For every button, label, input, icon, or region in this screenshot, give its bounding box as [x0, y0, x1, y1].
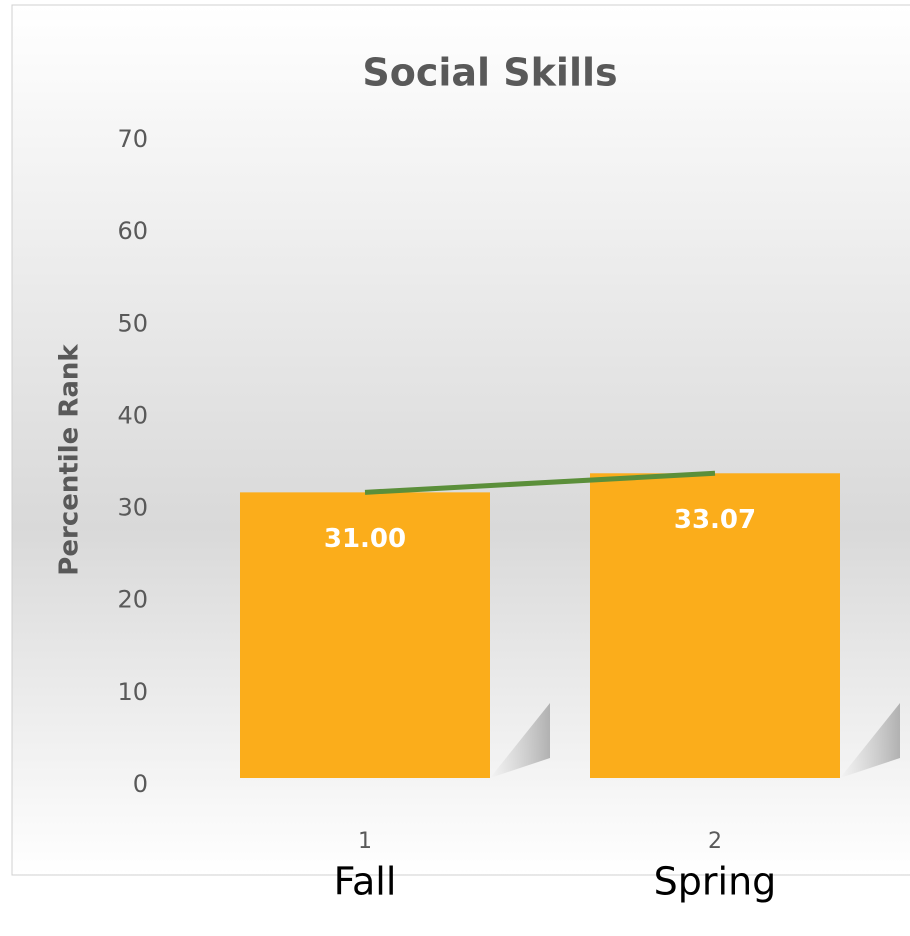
y-tick-label: 70	[117, 125, 148, 153]
y-tick-label: 0	[133, 770, 148, 798]
y-tick-label: 60	[117, 217, 148, 245]
trendline	[364, 470, 716, 495]
y-axis-label: Percentile Rank	[55, 344, 85, 576]
data-label: 33.07	[674, 505, 756, 535]
category-name: Fall	[334, 860, 397, 904]
chart-title: Social Skills	[362, 51, 617, 95]
data-label: 31.00	[324, 524, 406, 554]
y-tick-label: 10	[117, 678, 148, 706]
category-name: Spring	[654, 860, 777, 904]
x-tick-label: 1	[358, 829, 372, 854]
x-tick-label: 2	[708, 829, 722, 854]
y-tick-label: 30	[117, 494, 148, 522]
bar	[590, 473, 840, 778]
bar-shadow	[490, 703, 550, 778]
y-tick-label: 20	[117, 586, 148, 614]
bar	[240, 492, 490, 778]
bar-shadow	[840, 703, 900, 778]
y-tick-label: 40	[117, 401, 148, 429]
y-tick-label: 50	[117, 309, 148, 337]
